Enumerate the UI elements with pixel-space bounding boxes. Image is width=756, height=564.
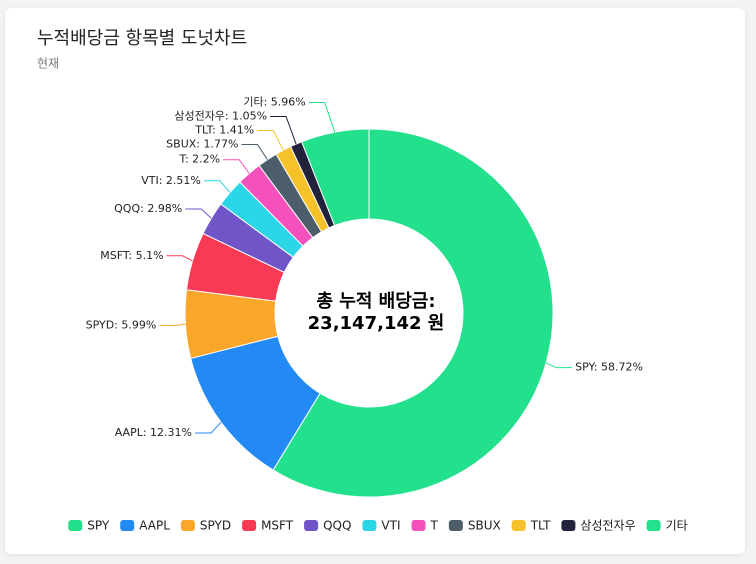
data-label: 삼성전자우: 1.05% <box>174 110 267 123</box>
leader-line <box>159 323 186 326</box>
leader-line <box>223 159 250 174</box>
legend-label: 삼성전자우 <box>580 519 635 533</box>
data-label: SPYD: 5.99% <box>86 318 157 331</box>
legend-label: VTI <box>381 519 400 533</box>
legend-label: T <box>430 519 439 533</box>
data-label: 기타: 5.96% <box>243 96 305 109</box>
leader-line <box>257 130 284 151</box>
leader-line <box>241 144 268 160</box>
donut-slice <box>272 128 554 498</box>
legend-label: SPY <box>87 519 110 533</box>
data-label: QQQ: 2.98% <box>114 202 182 215</box>
leader-line <box>166 255 193 262</box>
leader-line <box>545 362 573 369</box>
center-label: 23,147,142 원 <box>308 313 445 334</box>
legend: SPY AAPL SPYD MSFT QQQ VTI T SBUX TLT 삼성전자우 기타 <box>68 519 688 533</box>
legend-label: TLT <box>530 519 551 533</box>
data-label: SPY: 58.72% <box>575 361 643 374</box>
data-label: VTI: 2.51% <box>141 174 201 187</box>
leader-line <box>203 180 231 193</box>
donut-slice <box>301 128 370 227</box>
legend-label: MSFT <box>261 519 294 533</box>
legend-swatch <box>120 520 135 531</box>
leader-line <box>308 102 336 133</box>
data-label: T: 2.2% <box>178 153 220 166</box>
legend-label: QQQ <box>323 519 351 533</box>
leader-line <box>194 421 222 434</box>
leader-line <box>185 208 212 219</box>
chart-subtitle: 현재 <box>37 57 59 71</box>
data-label: SBUX: 1.77% <box>166 138 238 151</box>
data-label: TLT: 1.41% <box>194 124 254 137</box>
legend-swatch <box>561 520 576 531</box>
data-label: MSFT: 5.1% <box>100 249 163 262</box>
legend-label: SPYD <box>200 519 231 533</box>
legend-swatch <box>511 520 526 531</box>
legend-label: 기타 <box>666 519 688 533</box>
legend-swatch <box>411 520 426 531</box>
legend-swatch <box>68 520 83 531</box>
legend-swatch <box>180 520 195 531</box>
legend-swatch <box>242 520 257 531</box>
legend-swatch <box>448 520 463 531</box>
leader-line <box>270 116 297 145</box>
legend-swatch <box>362 520 377 531</box>
legend-swatch <box>304 520 319 531</box>
legend-label: AAPL <box>139 519 170 533</box>
data-label: AAPL: 12.31% <box>115 426 192 439</box>
legend-swatch <box>646 520 661 531</box>
center-label: 총 누적 배당금: <box>316 291 435 312</box>
legend-label: SBUX <box>468 519 501 533</box>
chart-title: 누적배당금 항목별 도넛차트 <box>37 28 247 49</box>
